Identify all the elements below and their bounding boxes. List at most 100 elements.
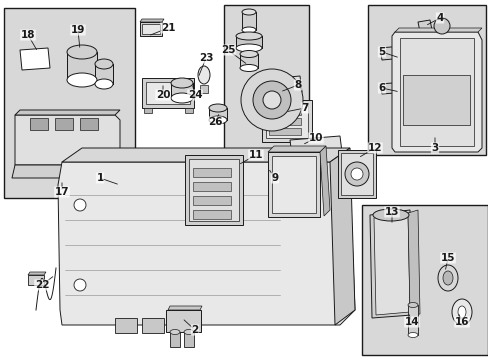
Bar — [193, 196, 230, 205]
Bar — [30, 118, 48, 130]
Ellipse shape — [242, 9, 256, 15]
Bar — [184, 155, 243, 225]
Bar — [4, 8, 135, 198]
Ellipse shape — [208, 116, 226, 124]
Bar — [171, 83, 193, 98]
Text: 7: 7 — [301, 103, 308, 113]
Polygon shape — [373, 213, 409, 315]
Text: 25: 25 — [220, 45, 235, 55]
Polygon shape — [267, 146, 325, 152]
Ellipse shape — [67, 73, 97, 87]
Ellipse shape — [198, 66, 209, 84]
Bar — [189, 159, 239, 221]
Bar — [140, 22, 162, 36]
Ellipse shape — [407, 333, 417, 338]
Bar — [115, 318, 137, 333]
Polygon shape — [407, 210, 419, 315]
Bar — [361, 205, 487, 355]
Text: 3: 3 — [430, 143, 438, 153]
Polygon shape — [168, 306, 202, 310]
Ellipse shape — [183, 329, 194, 334]
Polygon shape — [319, 146, 329, 216]
Bar — [193, 210, 230, 219]
Circle shape — [74, 199, 86, 211]
Polygon shape — [62, 148, 349, 162]
Ellipse shape — [451, 299, 471, 325]
Ellipse shape — [372, 209, 408, 221]
Bar — [268, 108, 301, 115]
Text: 10: 10 — [308, 133, 323, 143]
Polygon shape — [379, 46, 403, 60]
Bar — [265, 104, 307, 138]
Polygon shape — [329, 148, 354, 325]
Text: 11: 11 — [248, 150, 263, 160]
Polygon shape — [402, 75, 469, 125]
Text: 24: 24 — [187, 90, 202, 100]
Bar — [95, 64, 113, 84]
Polygon shape — [140, 19, 163, 22]
Bar — [55, 118, 73, 130]
Bar — [142, 78, 194, 108]
Text: 2: 2 — [191, 325, 198, 335]
Text: 5: 5 — [378, 47, 385, 57]
Ellipse shape — [171, 78, 193, 88]
Bar — [208, 108, 226, 120]
Text: 8: 8 — [294, 80, 301, 90]
Bar — [367, 5, 485, 155]
Polygon shape — [404, 80, 416, 92]
Ellipse shape — [407, 302, 417, 307]
Ellipse shape — [437, 265, 457, 291]
Ellipse shape — [457, 306, 465, 318]
Bar — [200, 85, 207, 93]
Ellipse shape — [433, 18, 449, 34]
Polygon shape — [100, 160, 122, 180]
Text: 14: 14 — [404, 317, 418, 327]
Polygon shape — [12, 165, 118, 178]
Bar — [170, 332, 180, 347]
Polygon shape — [15, 115, 120, 165]
Circle shape — [345, 162, 368, 186]
Bar — [67, 52, 97, 80]
Ellipse shape — [95, 59, 113, 69]
Ellipse shape — [95, 79, 113, 89]
Text: 13: 13 — [384, 207, 398, 217]
Bar — [193, 182, 230, 191]
Bar — [268, 128, 301, 135]
Text: 18: 18 — [20, 30, 35, 40]
Ellipse shape — [208, 104, 226, 112]
Ellipse shape — [236, 44, 262, 52]
Bar — [143, 108, 152, 113]
Bar — [240, 54, 258, 68]
Ellipse shape — [171, 93, 193, 103]
Text: 9: 9 — [271, 173, 278, 183]
Polygon shape — [399, 38, 473, 146]
Bar — [407, 305, 417, 335]
Polygon shape — [289, 136, 341, 156]
Bar — [236, 36, 262, 48]
Polygon shape — [401, 44, 411, 60]
Ellipse shape — [67, 45, 97, 59]
Bar — [340, 153, 372, 195]
Text: 16: 16 — [454, 317, 468, 327]
Polygon shape — [15, 110, 120, 115]
Text: 17: 17 — [55, 187, 69, 197]
Polygon shape — [394, 28, 481, 32]
Ellipse shape — [442, 271, 452, 285]
Polygon shape — [258, 76, 302, 96]
Text: 23: 23 — [198, 53, 213, 63]
Bar — [337, 150, 375, 198]
Text: 15: 15 — [440, 253, 454, 263]
Ellipse shape — [242, 27, 256, 33]
Bar — [224, 5, 308, 155]
Ellipse shape — [236, 32, 262, 40]
Text: 6: 6 — [378, 83, 385, 93]
Bar — [165, 310, 201, 332]
Text: 20: 20 — [156, 90, 170, 100]
Polygon shape — [58, 162, 354, 325]
Bar — [271, 156, 315, 213]
Ellipse shape — [241, 69, 303, 131]
Bar — [242, 12, 256, 30]
Circle shape — [74, 279, 86, 291]
Bar — [267, 152, 319, 217]
Text: 12: 12 — [367, 143, 382, 153]
